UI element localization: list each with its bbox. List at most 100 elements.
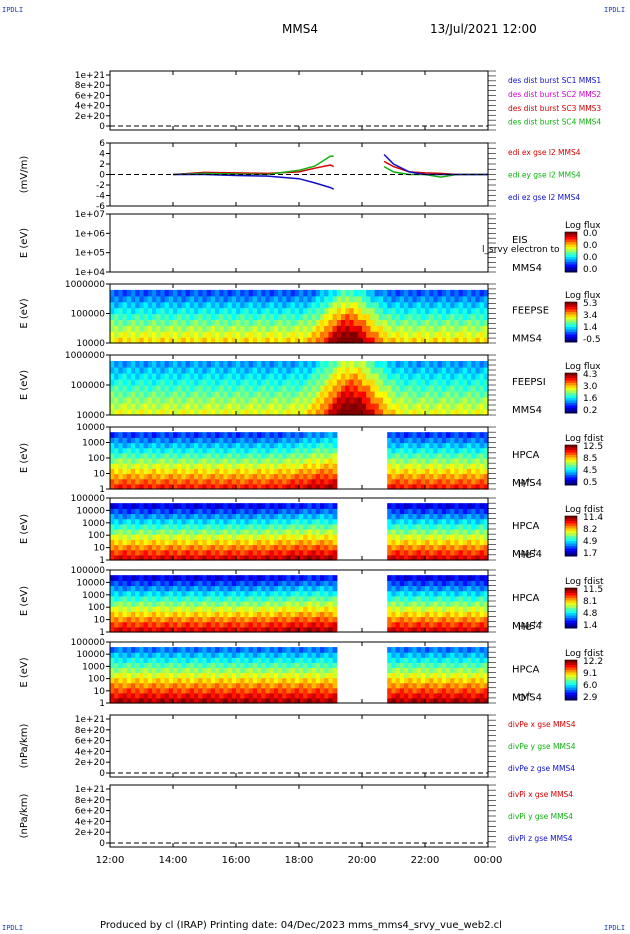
heatmap-cell: [454, 379, 460, 386]
heatmap-cell: [429, 463, 434, 469]
heatmap-cell: [168, 667, 174, 674]
heatmap-cell: [269, 468, 275, 475]
heatmap-cell: [152, 458, 157, 464]
heatmap-cell: [244, 468, 250, 475]
heatmap-cell: [135, 580, 140, 587]
heatmap-cell: [391, 361, 397, 368]
heatmap-cell: [181, 601, 187, 607]
heatmap-cell: [315, 442, 321, 449]
heatmap-cell: [139, 575, 145, 581]
heatmap-cell: [462, 611, 468, 618]
heatmap-cell: [475, 331, 481, 338]
heatmap-cell: [332, 601, 338, 607]
heatmap-cell: [433, 601, 439, 607]
heatmap-cell: [126, 503, 132, 509]
heatmap-cell: [483, 307, 489, 315]
heatmap-cell: [475, 508, 481, 515]
heatmap-cell: [139, 544, 145, 551]
heatmap-cell: [139, 325, 145, 332]
heatmap-cell: [315, 544, 321, 551]
heatmap-cell: [135, 647, 140, 653]
heatmap-cell: [110, 539, 115, 546]
heatmap-cell: [173, 313, 178, 320]
colorbar-segment: [565, 312, 577, 315]
heatmap-cell: [240, 616, 245, 623]
heatmap-cell: [475, 337, 481, 344]
heatmap-cell: [160, 391, 166, 398]
heatmap-cell: [219, 468, 224, 475]
heatmap-cell: [374, 325, 380, 332]
heatmap-cell: [135, 442, 140, 449]
colorbar-segment: [565, 383, 577, 386]
heatmap-cell: [462, 409, 468, 416]
heatmap-cell: [370, 367, 376, 374]
heatmap-cell: [194, 595, 199, 602]
heatmap-cell: [391, 595, 397, 602]
heatmap-cell: [420, 373, 426, 380]
heatmap-cell: [416, 585, 422, 592]
heatmap-cell: [168, 549, 174, 556]
heatmap-cell: [282, 391, 287, 398]
heatmap-cell: [122, 373, 128, 380]
heatmap-cell: [315, 595, 321, 602]
heatmap-cell: [278, 391, 283, 398]
heatmap-cell: [257, 606, 262, 612]
heatmap-cell: [156, 503, 161, 509]
heatmap-cell: [198, 307, 203, 315]
heatmap-cell: [446, 319, 451, 326]
heatmap-cell: [173, 503, 178, 509]
heatmap-cell: [387, 518, 392, 525]
colorbar-segment: [565, 543, 577, 547]
heatmap-cell: [147, 307, 153, 315]
heatmap-cell: [441, 313, 447, 320]
heatmap-cell: [416, 442, 422, 449]
heatmap-cell: [219, 523, 224, 530]
heatmap-cell: [122, 677, 128, 684]
heatmap-cell: [307, 452, 313, 459]
heatmap-cell: [118, 652, 124, 658]
heatmap-cell: [143, 544, 149, 551]
heatmap-cell: [328, 307, 334, 315]
heatmap-cell: [446, 626, 451, 633]
heatmap-cell: [126, 647, 132, 653]
heatmap-cell: [198, 590, 203, 597]
heatmap-cell: [450, 611, 455, 618]
heatmap-cell: [210, 534, 216, 540]
heatmap-cell: [479, 539, 485, 546]
heatmap-cell: [378, 397, 384, 404]
heatmap-cell: [173, 601, 178, 607]
heatmap-cell: [437, 468, 443, 475]
heatmap-cell: [152, 580, 157, 587]
heatmap-cell: [240, 361, 245, 368]
colorbar-tick-label: 0.0: [583, 253, 598, 263]
heatmap-cell: [168, 697, 174, 704]
heatmap-cell: [131, 442, 136, 449]
heatmap-cell: [189, 626, 195, 633]
heatmap-cell: [332, 313, 338, 320]
heatmap-cell: [168, 452, 174, 459]
heatmap-cell: [168, 580, 174, 587]
heatmap-cell: [307, 325, 313, 332]
heatmap-cell: [278, 301, 283, 309]
heatmap-cell: [286, 539, 292, 546]
heatmap-cell: [467, 379, 472, 386]
heatmap-cell: [152, 652, 157, 658]
heatmap-cell: [294, 616, 300, 623]
heatmap-cell: [223, 513, 229, 520]
heatmap-cell: [324, 379, 329, 386]
heatmap-cell: [210, 473, 216, 480]
heatmap-cell: [181, 397, 187, 404]
heatmap-cell: [467, 432, 472, 438]
heatmap-cell: [231, 549, 237, 556]
heatmap-cell: [462, 518, 468, 525]
heatmap-cell: [164, 452, 170, 459]
heatmap-cell: [349, 391, 355, 398]
heatmap-cell: [219, 682, 224, 689]
heatmap-cell: [231, 325, 237, 332]
heatmap-cell: [147, 447, 153, 454]
heatmap-cell: [215, 478, 220, 485]
heatmap-cell: [378, 313, 384, 320]
heatmap-cell: [215, 442, 220, 449]
heatmap-cell: [202, 463, 208, 469]
heatmap-cell: [471, 601, 476, 607]
